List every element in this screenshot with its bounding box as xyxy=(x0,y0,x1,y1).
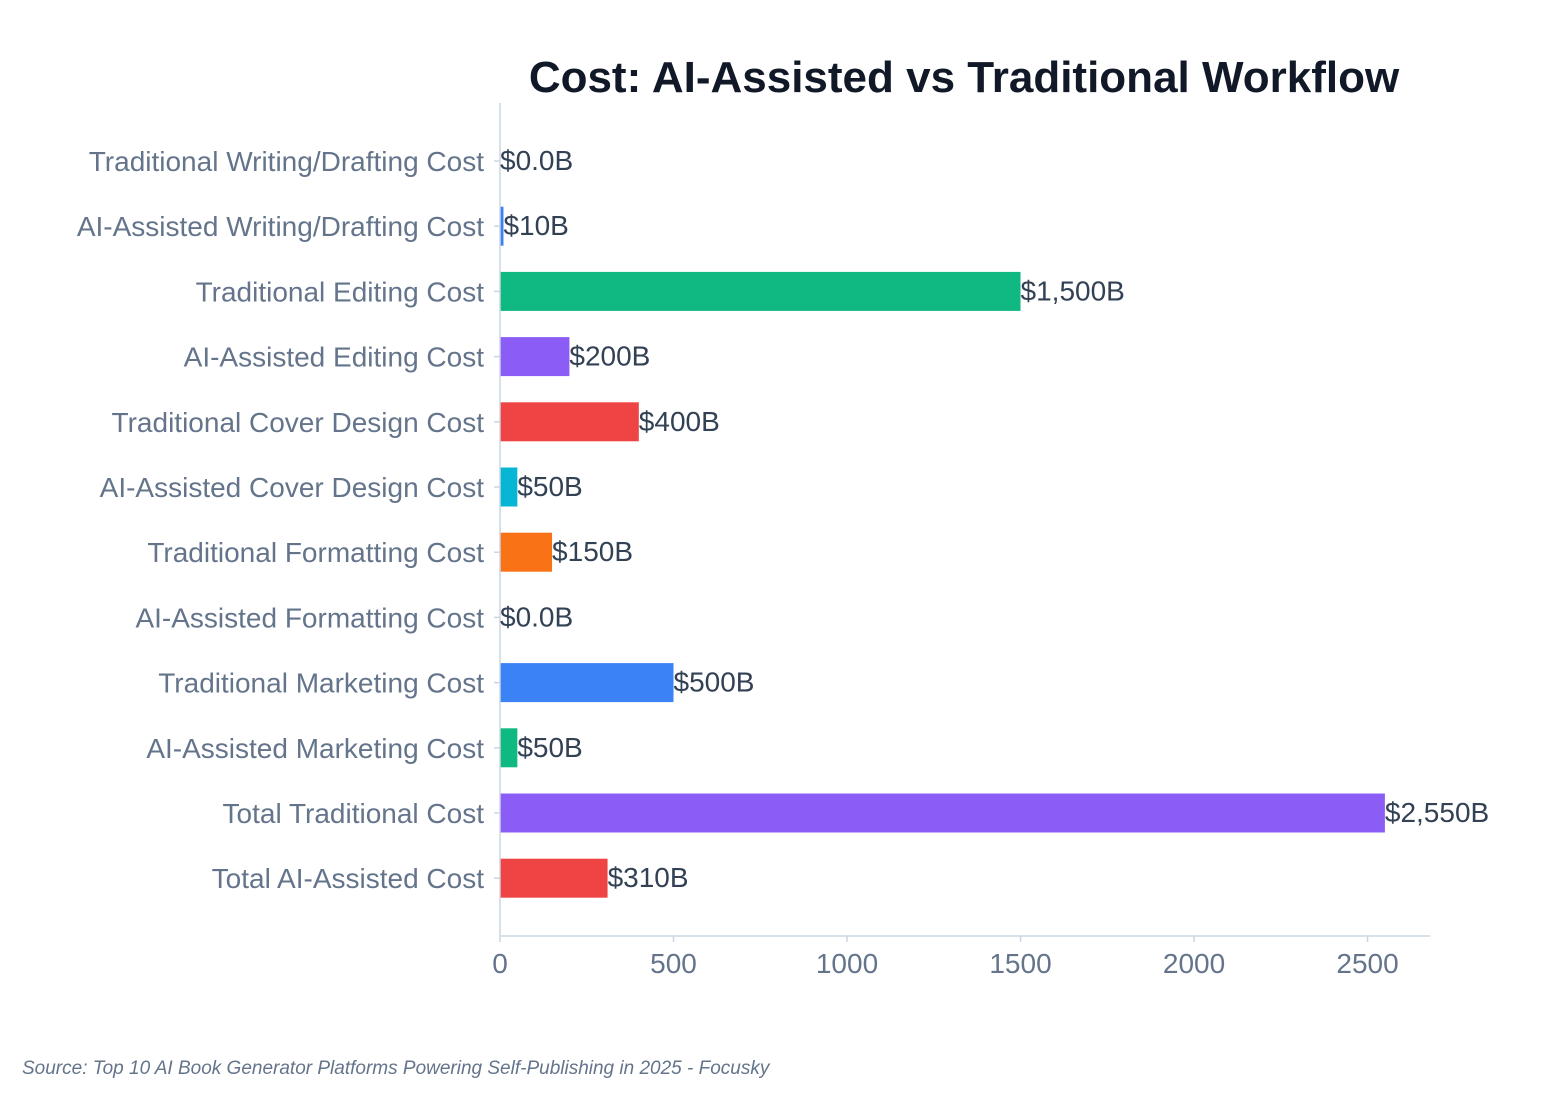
source-note: Source: Top 10 AI Book Generator Platfor… xyxy=(22,1058,770,1079)
category-label: Total AI-Assisted Cost xyxy=(212,863,485,894)
value-label: $50B xyxy=(517,471,582,502)
value-label: $0.0B xyxy=(500,145,573,176)
value-label: $500B xyxy=(674,667,755,698)
value-label: $1,500B xyxy=(1021,275,1125,306)
value-label: $2,550B xyxy=(1385,797,1489,828)
x-tick-label: 0 xyxy=(492,948,508,979)
category-label: AI-Assisted Cover Design Cost xyxy=(100,472,485,503)
x-tick-label: 500 xyxy=(650,948,697,979)
category-label: Traditional Marketing Cost xyxy=(158,668,484,699)
value-label: $200B xyxy=(569,341,650,372)
category-label: AI-Assisted Editing Cost xyxy=(184,342,485,373)
bar-total-traditional-cost xyxy=(500,793,1385,833)
value-label: $150B xyxy=(552,536,633,567)
x-tick-label: 1500 xyxy=(989,948,1051,979)
value-label: $10B xyxy=(503,210,568,241)
bar-ai-assisted-writing-drafting-cost xyxy=(500,206,504,246)
category-label: AI-Assisted Marketing Cost xyxy=(146,733,484,764)
x-tick-label: 2500 xyxy=(1336,948,1398,979)
category-label: Traditional Writing/Drafting Cost xyxy=(89,146,484,177)
category-label: Total Traditional Cost xyxy=(223,798,485,829)
value-label: $50B xyxy=(517,732,582,763)
category-label: AI-Assisted Formatting Cost xyxy=(135,602,484,633)
x-tick-label: 2000 xyxy=(1163,948,1225,979)
category-label: Traditional Editing Cost xyxy=(196,276,485,307)
bar-ai-assisted-cover-design-cost xyxy=(500,467,518,507)
category-label: Traditional Cover Design Cost xyxy=(112,407,485,438)
value-label: $0.0B xyxy=(500,601,573,632)
bar-traditional-marketing-cost xyxy=(500,663,674,703)
axes-layer: 0 500 1000 1500 2000 2500 xyxy=(492,103,1430,979)
x-tick-label: 1000 xyxy=(816,948,878,979)
bars-layer xyxy=(500,206,1385,898)
bar-traditional-formatting-cost xyxy=(500,532,553,572)
chart-title: Cost: AI-Assisted vs Traditional Workflo… xyxy=(529,53,1400,102)
bar-ai-assisted-marketing-cost xyxy=(500,728,518,768)
category-label: Traditional Formatting Cost xyxy=(147,537,484,568)
value-label: $310B xyxy=(608,862,689,893)
bar-traditional-editing-cost xyxy=(500,271,1021,311)
bar-total-ai-assisted-cost xyxy=(500,858,608,898)
value-label: $400B xyxy=(639,406,720,437)
bar-ai-assisted-editing-cost xyxy=(500,337,570,377)
bar-traditional-cover-design-cost xyxy=(500,402,639,442)
category-label: AI-Assisted Writing/Drafting Cost xyxy=(77,211,484,242)
labels-layer: Traditional Writing/Drafting Cost $0.0B AI… xyxy=(77,145,1489,894)
